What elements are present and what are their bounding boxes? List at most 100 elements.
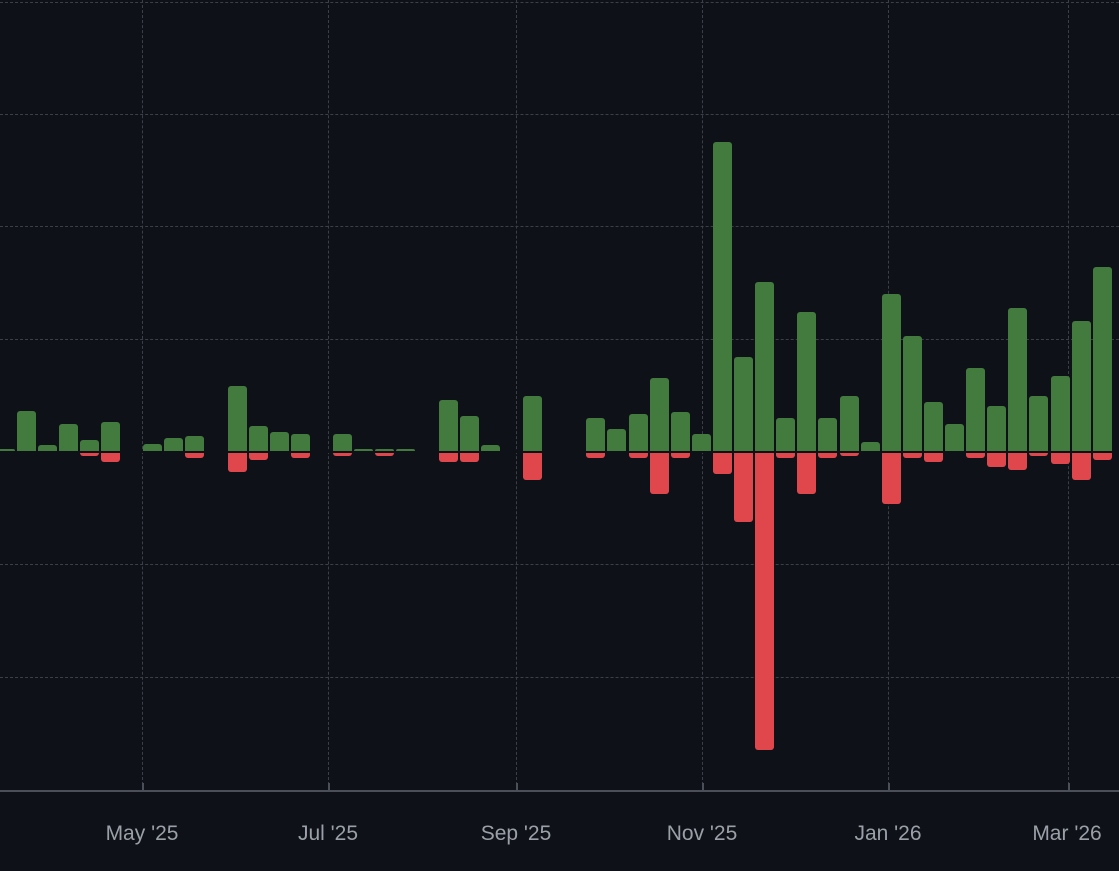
bar-negative[interactable] [248,453,268,460]
bar-positive[interactable] [586,418,606,451]
bar-negative[interactable] [839,453,859,457]
bar-negative[interactable] [1029,453,1049,456]
bar-positive[interactable] [333,434,353,451]
bar-positive[interactable] [902,336,922,451]
bar-positive[interactable] [1071,320,1091,451]
bar-negative[interactable] [1050,453,1070,465]
bar-positive[interactable] [185,436,205,451]
bar-negative[interactable] [755,453,775,750]
bar-positive[interactable] [839,395,859,451]
bar-positive[interactable] [0,449,15,451]
bar-negative[interactable] [290,453,310,458]
bar-negative[interactable] [523,453,542,480]
bar-negative[interactable] [902,453,922,458]
bar-negative[interactable] [101,453,120,462]
vertical-gridline [328,0,329,790]
bar-negative[interactable] [797,453,817,494]
bar-negative[interactable] [818,453,838,458]
bar-positive[interactable] [628,413,648,451]
bar-positive[interactable] [375,448,395,451]
bar-positive[interactable] [269,431,289,451]
bar-negative[interactable] [987,453,1007,467]
bar-positive[interactable] [79,439,99,451]
x-tick-label: May '25 [105,822,179,845]
bar-negative[interactable] [923,453,943,462]
bar-positive[interactable] [438,400,458,451]
bar-negative[interactable] [966,453,986,458]
bar-negative[interactable] [586,453,606,458]
bar-negative[interactable] [649,453,669,494]
bar-negative[interactable] [881,453,901,504]
bar-positive[interactable] [691,434,711,451]
bar-negative[interactable] [628,453,648,458]
bar-positive[interactable] [37,445,57,451]
bar-positive[interactable] [797,311,817,451]
x-axis-tick [1068,783,1070,790]
bar-positive[interactable] [1050,375,1070,451]
bar-positive[interactable] [987,406,1007,451]
bar-positive[interactable] [734,356,753,451]
bar-negative[interactable] [227,453,247,473]
bar-negative[interactable] [185,453,205,458]
bar-positive[interactable] [480,445,500,451]
bar-negative[interactable] [333,453,353,456]
bar-negative[interactable] [670,453,690,458]
x-tick-label: Jul '25 [297,822,359,845]
bar-positive[interactable] [354,448,374,451]
bar-negative[interactable] [712,453,732,475]
bar-positive[interactable] [755,282,775,451]
bar-positive[interactable] [649,377,669,451]
bar-positive[interactable] [16,410,36,451]
vertical-gridline [516,0,517,790]
bar-positive[interactable] [396,448,416,451]
bar-positive[interactable] [1092,266,1112,451]
x-axis-line [0,790,1119,792]
x-tick-label: Nov '25 [666,822,738,845]
bar-negative[interactable] [776,453,796,458]
bar-negative[interactable] [438,453,458,462]
bar-positive[interactable] [776,418,796,451]
x-tick-label: Sep '25 [480,822,552,845]
bar-negative[interactable] [734,453,753,522]
bar-positive[interactable] [248,426,268,451]
bar-positive[interactable] [58,424,78,451]
bar-negative[interactable] [1071,453,1091,480]
bar-positive[interactable] [923,401,943,451]
x-tick-label: Mar '26 [1032,822,1102,845]
bar-positive[interactable] [945,424,964,451]
bar-negative[interactable] [375,453,395,456]
horizontal-gridline [0,226,1119,227]
bar-positive[interactable] [101,421,120,451]
bar-positive[interactable] [227,385,247,451]
bar-positive[interactable] [966,367,986,451]
vertical-gridline [142,0,143,790]
vertical-gridline [702,0,703,790]
bar-positive[interactable] [1029,395,1049,451]
horizontal-gridline [0,677,1119,678]
bar-positive[interactable] [818,418,838,451]
bar-positive[interactable] [881,293,901,451]
bar-negative[interactable] [459,453,479,462]
horizontal-gridline [0,339,1119,340]
bar-positive[interactable] [143,444,163,451]
bar-positive[interactable] [164,437,184,451]
bar-positive[interactable] [523,395,542,451]
bar-positive[interactable] [712,141,732,451]
zero-line [0,451,1119,453]
horizontal-gridline [0,2,1119,3]
bar-negative[interactable] [79,453,99,457]
x-tick-label: Jan '26 [854,822,922,845]
bar-positive[interactable] [607,428,627,451]
x-axis-tick [328,783,330,790]
bar-negative[interactable] [1008,453,1028,470]
bar-positive[interactable] [860,442,880,451]
horizontal-gridline [0,564,1119,565]
x-axis-tick [888,783,890,790]
bar-positive[interactable] [1008,308,1028,451]
bar-positive[interactable] [670,411,690,451]
bar-positive[interactable] [459,416,479,451]
bar-negative[interactable] [1092,453,1112,460]
x-axis-tick [142,783,144,790]
bar-positive[interactable] [290,434,310,451]
